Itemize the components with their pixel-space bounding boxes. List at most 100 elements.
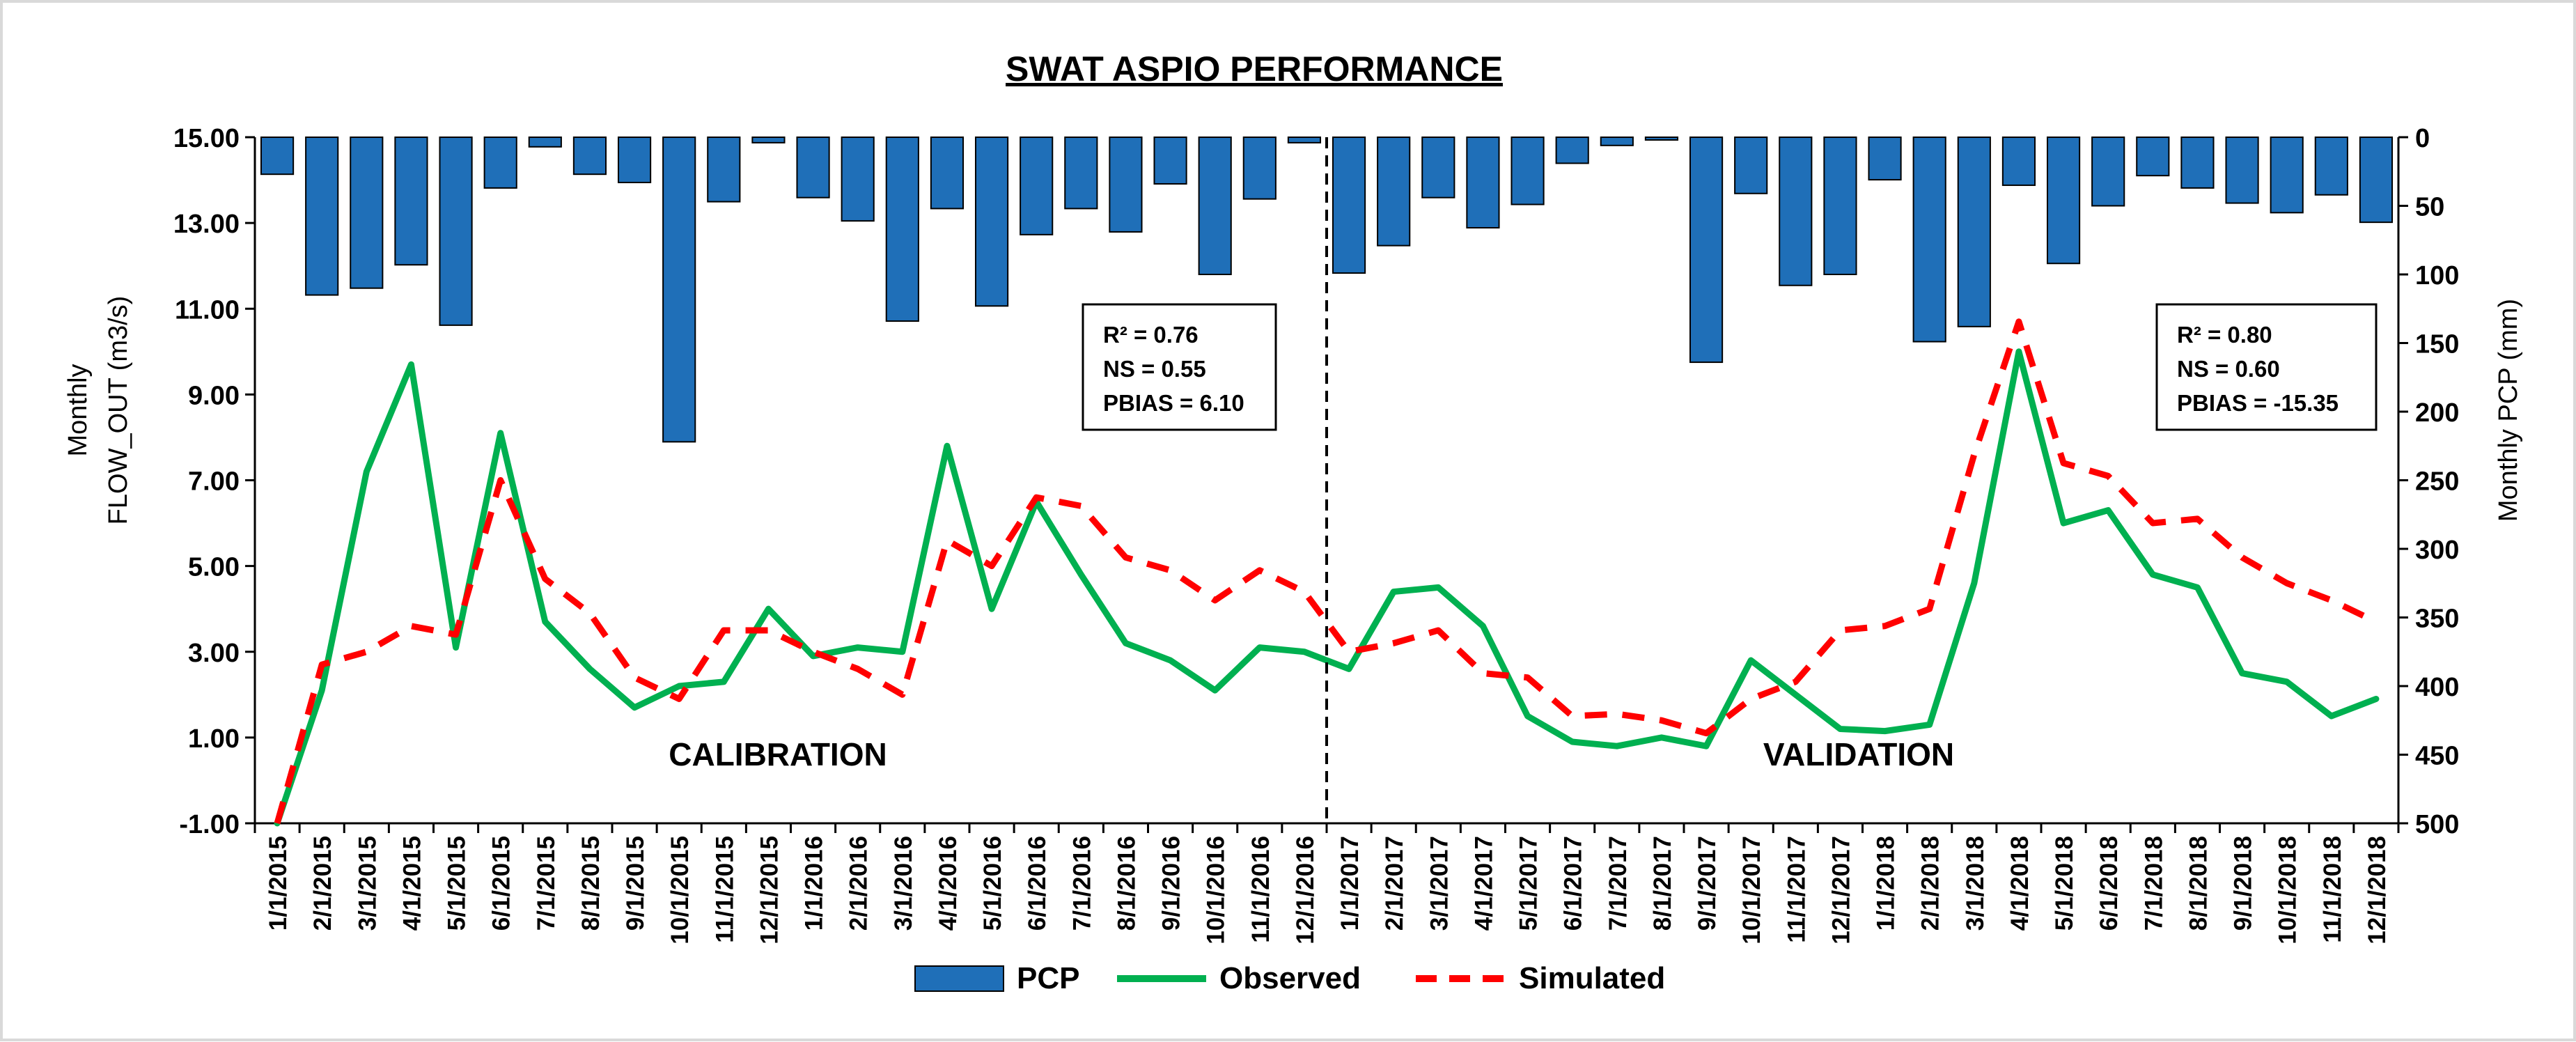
pcp-bar: [2270, 137, 2304, 214]
calibration-label: CALIBRATION: [669, 736, 887, 772]
y-tick-label: 9.00: [188, 381, 240, 410]
pcp-bar: [1466, 137, 1500, 229]
x-tick-label: 12/1/2017: [1827, 836, 1855, 944]
pcp-bar: [617, 137, 652, 184]
x-tick-label: 10/1/2018: [2274, 836, 2302, 944]
pcp-bar: [1332, 137, 1366, 274]
chart-svg: SWAT ASPIO PERFORMANCE Monthly FLOW_OUT …: [63, 49, 2523, 995]
legend-pcp-label: PCP: [1017, 961, 1079, 995]
x-tick-label: 4/1/2018: [2006, 836, 2034, 931]
pcp-bar: [1779, 137, 1813, 286]
pcp-bar: [1689, 137, 1724, 364]
y2-tick-label: 200: [2415, 398, 2459, 428]
calibration-ns: NS = 0.55: [1103, 356, 1206, 382]
pcp-bar: [350, 137, 384, 289]
y2-tick-label: 100: [2415, 261, 2459, 290]
pcp-bar: [1109, 137, 1143, 233]
y-tick-label: 7.00: [188, 467, 240, 497]
x-tick-label: 3/1/2018: [1962, 836, 1989, 931]
x-tick-label: 1/1/2015: [265, 836, 292, 931]
x-tick-label: 7/1/2015: [533, 836, 560, 931]
pcp-bar: [974, 137, 1009, 307]
pcp-bar: [1600, 137, 1634, 146]
flow-lines: [274, 318, 2380, 827]
legend: PCP Observed Simulated: [914, 961, 1665, 995]
pcp-bar: [1377, 137, 1411, 247]
x-tick-label: 8/1/2016: [1113, 836, 1140, 931]
pcp-bar: [662, 137, 696, 443]
x-tick-label: 10/1/2015: [666, 836, 694, 944]
x-tick-label: 7/1/2018: [2140, 836, 2167, 931]
pcp-bar: [1198, 137, 1232, 275]
pcp-bar: [885, 137, 919, 322]
y-tick-label: 15.00: [173, 124, 240, 153]
x-tick-label: 4/1/2017: [1470, 836, 1497, 931]
x-tick-label: 1/1/2018: [1873, 836, 1900, 931]
pcp-bar: [796, 137, 830, 199]
x-tick-label: 5/1/2018: [2051, 836, 2078, 931]
y-tick-label: 13.00: [173, 210, 240, 239]
y2-tick-label: 250: [2415, 467, 2459, 497]
x-tick-label: 9/1/2018: [2230, 836, 2257, 931]
pcp-bar: [1287, 137, 1322, 143]
pcp-bar: [2136, 137, 2170, 177]
pcp-bar: [2046, 137, 2081, 265]
x-tick-label: 10/1/2017: [1738, 836, 1765, 944]
series-observed-line: [274, 348, 2380, 827]
y-axis-label-line1: Monthly: [63, 364, 93, 456]
x-tick-label: 9/1/2016: [1158, 836, 1185, 931]
x-tick-label: 12/1/2016: [1292, 836, 1319, 944]
calibration-stats-box: R² = 0.76 NS = 0.55 PBIAS = 6.10: [1082, 303, 1277, 431]
y2-tick-label: 350: [2415, 605, 2459, 634]
x-tick-label: 1/1/2016: [801, 836, 828, 931]
x-tick-label: 4/1/2015: [398, 836, 426, 931]
y2-tick-label: 300: [2415, 536, 2459, 565]
pcp-bar: [572, 137, 607, 176]
pcp-bar: [528, 137, 562, 148]
x-tick-label: 10/1/2016: [1203, 836, 1230, 944]
x-tick-label: 11/1/2018: [2319, 836, 2346, 943]
pcp-bar: [2359, 137, 2394, 224]
pcp-bars: [260, 137, 2394, 443]
y2-tick-label: 450: [2415, 742, 2459, 771]
legend-simulated-label: Simulated: [1519, 961, 1665, 995]
pcp-bar: [2091, 137, 2125, 207]
x-tick-label: 9/1/2015: [622, 836, 649, 931]
x-tick-label: 5/1/2015: [444, 836, 471, 931]
x-tick-label: 9/1/2017: [1694, 836, 1721, 931]
x-tick-label: 8/1/2015: [577, 836, 604, 931]
series-simulated-line: [274, 318, 2378, 825]
pcp-bar: [1242, 137, 1277, 200]
calibration-pbias: PBIAS = 6.10: [1103, 390, 1244, 416]
pcp-bar: [1644, 137, 1679, 141]
pcp-bar: [1064, 137, 1098, 210]
pcp-bar: [1957, 137, 1991, 327]
x-tick-label: 12/1/2018: [2364, 836, 2391, 944]
pcp-bar: [751, 137, 786, 143]
pcp-bar: [841, 137, 875, 222]
y2-tick-label: 0: [2415, 124, 2430, 153]
validation-ns: NS = 0.60: [2177, 356, 2280, 382]
y2-tick-label: 50: [2415, 193, 2444, 222]
pcp-bar: [483, 137, 517, 189]
tick-labels: 15.00 13.00 11.00 9.00 7.00 5.00 3.00 1.00 -1.00…: [173, 124, 2460, 944]
y-tick-label: 11.00: [175, 295, 240, 325]
pcp-bar: [1555, 137, 1589, 164]
pcp-bar: [707, 137, 741, 203]
legend-observed-label: Observed: [1219, 961, 1361, 995]
x-tick-label: 4/1/2016: [935, 836, 962, 931]
x-tick-label: 6/1/2015: [488, 836, 515, 931]
x-tick-label: 7/1/2017: [1605, 836, 1632, 931]
validation-stats-box: R² = 0.80 NS = 0.60 PBIAS = -15.35: [2155, 303, 2378, 431]
pcp-bar: [1734, 137, 1768, 194]
x-tick-label: 12/1/2015: [756, 836, 783, 944]
x-tick-label: 5/1/2016: [979, 836, 1006, 931]
x-tick-label: 11/1/2015: [711, 836, 738, 943]
y-axis-label-line2: FLOW_OUT (m3/s): [104, 296, 133, 525]
pcp-bar: [2180, 137, 2215, 189]
pcp-bar: [1153, 137, 1187, 185]
y2-axis-label: Monthly PCP (mm): [2494, 299, 2523, 522]
pcp-bar: [1511, 137, 1545, 205]
x-tick-label: 1/1/2017: [1336, 836, 1364, 931]
